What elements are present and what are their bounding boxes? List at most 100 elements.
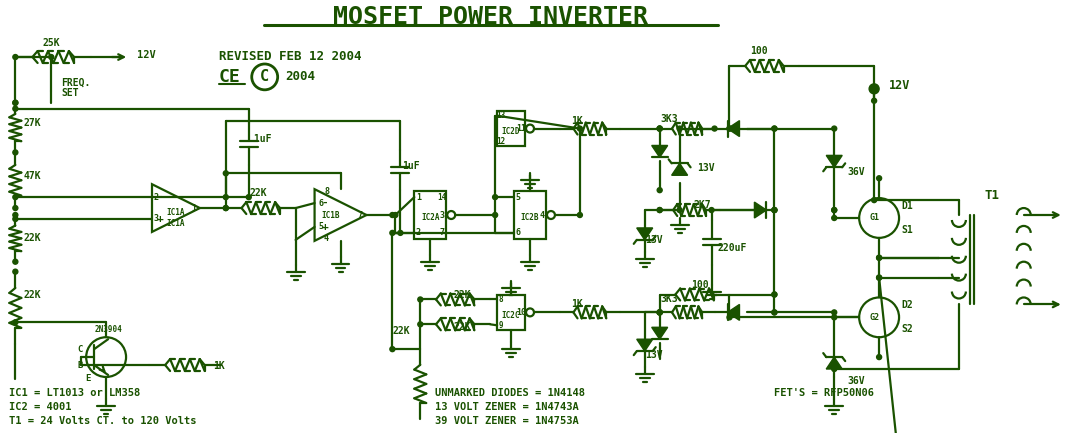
Circle shape <box>771 207 777 213</box>
Circle shape <box>709 207 714 213</box>
Text: 22K: 22K <box>24 233 41 243</box>
Text: 14: 14 <box>438 193 446 202</box>
Text: IC2 = 4001: IC2 = 4001 <box>10 402 72 412</box>
Text: 2N3904: 2N3904 <box>94 325 122 334</box>
Circle shape <box>13 150 18 155</box>
Circle shape <box>13 269 18 274</box>
Text: 9: 9 <box>499 321 503 330</box>
Circle shape <box>13 106 18 111</box>
Circle shape <box>771 207 777 213</box>
Text: G2: G2 <box>869 313 879 322</box>
Text: 1: 1 <box>416 193 421 202</box>
Text: 36V: 36V <box>848 167 865 177</box>
Circle shape <box>657 207 662 213</box>
Circle shape <box>832 207 837 213</box>
Text: 12V: 12V <box>890 79 911 92</box>
Text: IC1A: IC1A <box>166 207 186 217</box>
Circle shape <box>877 355 882 360</box>
Circle shape <box>727 126 732 131</box>
Text: 1K: 1K <box>571 299 583 309</box>
Text: 13V: 13V <box>697 163 716 173</box>
Text: 5: 5 <box>318 223 323 231</box>
Polygon shape <box>727 121 739 137</box>
Text: 22K: 22K <box>24 289 41 299</box>
Circle shape <box>13 320 18 325</box>
Text: S2: S2 <box>901 324 913 334</box>
Text: UNMARKED DIODES = 1N4148: UNMARKED DIODES = 1N4148 <box>436 388 585 398</box>
Text: IC1B: IC1B <box>321 210 340 220</box>
Text: B: B <box>77 361 83 369</box>
Text: FREQ.: FREQ. <box>61 78 90 88</box>
Text: 1K: 1K <box>571 115 583 125</box>
Text: 13: 13 <box>497 111 505 120</box>
Circle shape <box>877 176 882 181</box>
Circle shape <box>493 194 498 200</box>
Text: 36V: 36V <box>848 376 865 386</box>
Bar <box>497 295 525 330</box>
Circle shape <box>13 194 18 200</box>
Text: -: - <box>321 198 328 208</box>
Text: 13 VOLT ZENER = 1N4743A: 13 VOLT ZENER = 1N4743A <box>436 402 579 412</box>
Circle shape <box>869 84 879 94</box>
Circle shape <box>223 171 229 176</box>
Text: FET'S = RFP50N06: FET'S = RFP50N06 <box>775 388 874 398</box>
Text: 12V: 12V <box>136 50 156 60</box>
Circle shape <box>771 310 777 315</box>
Circle shape <box>577 213 583 217</box>
Circle shape <box>657 310 662 315</box>
Polygon shape <box>672 163 688 175</box>
Bar <box>514 191 546 239</box>
Circle shape <box>877 275 882 280</box>
Polygon shape <box>651 145 667 158</box>
Text: 11: 11 <box>516 124 526 133</box>
Text: REVISED FEB 12 2004: REVISED FEB 12 2004 <box>219 49 362 62</box>
Text: IC2D: IC2D <box>502 127 520 136</box>
Circle shape <box>393 213 398 217</box>
Text: IC2A: IC2A <box>421 214 440 223</box>
Circle shape <box>657 126 662 131</box>
Circle shape <box>13 259 18 264</box>
Circle shape <box>13 206 18 210</box>
Text: +: + <box>157 214 163 224</box>
Circle shape <box>871 98 877 103</box>
Text: SET: SET <box>61 88 78 98</box>
Text: 2: 2 <box>153 193 159 202</box>
Circle shape <box>877 255 882 260</box>
Polygon shape <box>636 339 652 351</box>
Text: 3K3: 3K3 <box>661 114 678 124</box>
Text: 22K: 22K <box>393 326 410 336</box>
Polygon shape <box>754 202 766 218</box>
Text: 3K3: 3K3 <box>661 294 678 305</box>
Circle shape <box>657 310 662 315</box>
Bar <box>414 191 446 239</box>
Text: 100: 100 <box>691 279 708 289</box>
Circle shape <box>246 194 251 200</box>
Circle shape <box>389 213 395 217</box>
Text: 13V: 13V <box>645 350 662 360</box>
Text: 4: 4 <box>324 234 329 243</box>
Text: 25K: 25K <box>43 38 60 48</box>
Text: C: C <box>77 345 83 354</box>
Text: 13V: 13V <box>645 235 662 245</box>
Text: E: E <box>86 375 91 384</box>
Circle shape <box>13 213 18 217</box>
Circle shape <box>389 230 395 235</box>
Text: 2004: 2004 <box>285 70 315 83</box>
Circle shape <box>493 213 498 217</box>
Circle shape <box>657 310 662 315</box>
Circle shape <box>771 126 777 131</box>
Circle shape <box>871 197 877 203</box>
Text: 10: 10 <box>516 308 526 317</box>
Text: 5: 5 <box>515 193 520 202</box>
Circle shape <box>389 347 395 352</box>
Circle shape <box>657 126 662 131</box>
Circle shape <box>657 126 662 131</box>
Text: 7: 7 <box>440 228 444 237</box>
Circle shape <box>13 100 18 105</box>
Text: 1K: 1K <box>212 361 224 371</box>
Text: 2K7: 2K7 <box>694 200 711 210</box>
Text: T1: T1 <box>984 189 999 202</box>
Text: D1: D1 <box>901 201 913 211</box>
Circle shape <box>727 126 732 131</box>
Circle shape <box>13 217 18 221</box>
